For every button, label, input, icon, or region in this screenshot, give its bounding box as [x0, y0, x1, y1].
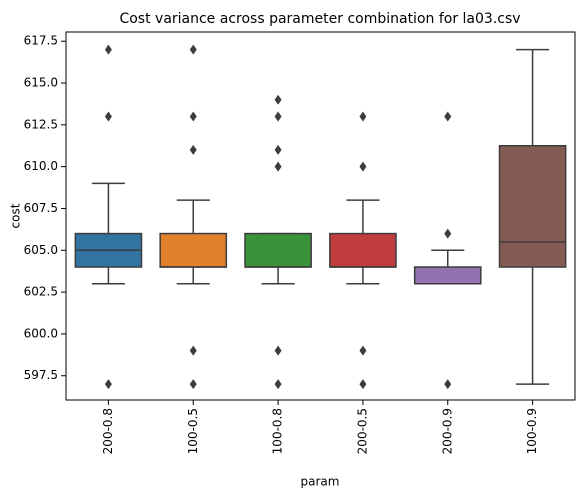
- outlier: [359, 345, 367, 356]
- outlier: [274, 379, 282, 390]
- outlier: [189, 345, 197, 356]
- box: [329, 232, 397, 268]
- outlier: [104, 379, 112, 390]
- x-tick-label: 200-0.5: [355, 408, 369, 454]
- outlier: [444, 379, 452, 390]
- y-tick-label: 600.0: [24, 326, 58, 340]
- outlier: [274, 345, 282, 356]
- y-tick-label: 617.5: [24, 34, 58, 48]
- outlier: [444, 228, 452, 239]
- y-axis-label: cost: [9, 203, 23, 228]
- x-tick-label: 100-0.8: [271, 408, 285, 454]
- plot-frame: [65, 31, 576, 401]
- y-tick-label: 602.5: [24, 285, 58, 299]
- box: [244, 232, 312, 268]
- x-axis-label: param: [301, 475, 340, 489]
- chart-title: Cost variance across parameter combinati…: [119, 11, 520, 27]
- y-tick-label: 607.5: [24, 201, 58, 215]
- box: [498, 144, 567, 268]
- outlier: [274, 111, 282, 122]
- outlier: [189, 144, 197, 155]
- box: [159, 232, 228, 268]
- x-tick-label: 200-0.8: [101, 408, 115, 454]
- y-tick-label: 615.0: [24, 76, 58, 90]
- outlier: [274, 94, 282, 105]
- outlier: [189, 44, 197, 55]
- outlier: [189, 111, 197, 122]
- y-tick-label: 610.0: [24, 159, 58, 173]
- y-tick-label: 612.5: [24, 117, 58, 131]
- outlier: [359, 111, 367, 122]
- outlier: [359, 161, 367, 172]
- y-tick-label: 597.5: [24, 368, 58, 382]
- outlier: [359, 379, 367, 390]
- x-tick-label: 200-0.9: [440, 408, 454, 454]
- x-tick-label: 100-0.9: [525, 408, 539, 454]
- y-tick-label: 605.0: [24, 243, 58, 257]
- outlier: [444, 111, 452, 122]
- box: [413, 266, 482, 285]
- outlier: [274, 144, 282, 155]
- outlier: [104, 44, 112, 55]
- outlier: [104, 111, 112, 122]
- outlier: [189, 379, 197, 390]
- x-tick-label: 100-0.5: [186, 408, 200, 454]
- outlier: [274, 161, 282, 172]
